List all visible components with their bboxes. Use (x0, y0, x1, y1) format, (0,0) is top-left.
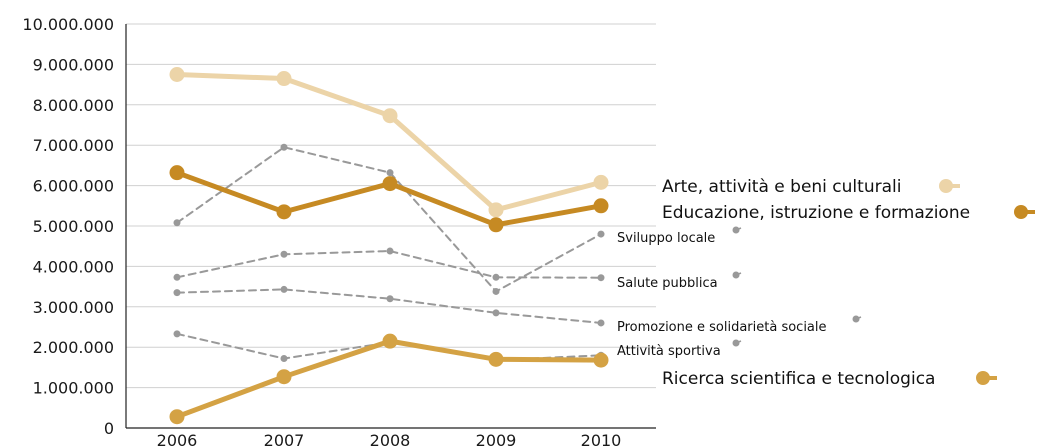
legend-label: Ricerca scientifica e tecnologica (662, 369, 935, 389)
y-tick-label: 4.000.000 (33, 257, 114, 276)
data-point (280, 250, 288, 258)
y-tick-label: 2.000.000 (33, 338, 114, 357)
series-line (176, 250, 602, 279)
y-axis-tick-labels: 0 1.000.000 2.000.000 3.000.000 4.000.000 5.0… (22, 15, 114, 438)
series-4 (173, 285, 605, 327)
data-point (492, 273, 500, 281)
data-point (593, 198, 609, 214)
series-6 (169, 333, 609, 425)
data-point (488, 202, 504, 218)
y-tick-label: 1.000.000 (33, 379, 114, 398)
data-point (593, 352, 609, 368)
legend-marker (976, 371, 997, 385)
data-point (488, 217, 504, 233)
data-point (382, 176, 398, 192)
series-line (174, 338, 604, 420)
legend-marker-dot (732, 339, 740, 347)
x-tick-label: 2006 (157, 431, 198, 448)
series-3 (173, 247, 605, 282)
data-point (280, 355, 288, 363)
x-tick-label: 2008 (370, 431, 411, 448)
legend-marker-dot (852, 315, 860, 323)
y-tick-label: 7.000.000 (33, 136, 114, 155)
data-point (173, 273, 181, 281)
data-point (169, 165, 185, 181)
series-0 (169, 67, 609, 218)
legend-marker (732, 271, 742, 279)
x-tick-label: 2009 (476, 431, 517, 448)
x-tick-label: 2010 (581, 431, 622, 448)
legend-marker-dot (732, 271, 740, 279)
data-point (597, 230, 605, 238)
legend-label: Attività sportiva (617, 344, 721, 359)
y-tick-label: 3.000.000 (33, 298, 114, 317)
data-point (280, 285, 288, 293)
data-point (492, 309, 500, 317)
data-point (173, 219, 181, 227)
data-point (597, 319, 605, 327)
data-point (492, 287, 500, 295)
legend-marker (852, 315, 862, 323)
data-point (276, 369, 292, 385)
legend-marker (732, 226, 742, 234)
data-point (386, 295, 394, 303)
data-point (173, 289, 181, 297)
legend-label: Sviluppo locale (617, 231, 715, 246)
y-tick-label: 10.000.000 (22, 15, 114, 34)
x-tick-label: 2007 (264, 431, 305, 448)
y-tick-label: 9.000.000 (33, 55, 114, 74)
series-1 (169, 165, 609, 233)
legend-marker-dot (976, 371, 990, 385)
legend-marker-dot (939, 179, 953, 193)
y-tick-label: 6.000.000 (33, 177, 114, 196)
y-tick-label: 5.000.000 (33, 217, 114, 236)
legend-marker (939, 179, 960, 193)
legend-label: Promozione e solidarietà sociale (617, 320, 827, 335)
data-point (382, 333, 398, 349)
data-series (169, 67, 609, 425)
series-line (176, 288, 602, 324)
legend-label: Educazione, istruzione e formazione (662, 203, 970, 223)
data-point (276, 71, 292, 87)
legend: Arte, attività e beni culturali Educazion… (617, 177, 1035, 389)
data-point (169, 67, 185, 82)
legend-marker (1014, 205, 1035, 219)
gridlines (126, 23, 656, 389)
data-point (386, 169, 394, 177)
x-axis-tick-labels: 2006 2007 2008 2009 2010 (157, 431, 622, 448)
data-point (276, 204, 292, 220)
legend-marker (732, 339, 742, 347)
legend-marker-dot (1014, 205, 1028, 219)
legend-label: Arte, attività e beni culturali (662, 177, 901, 197)
data-point (386, 247, 394, 255)
data-point (597, 274, 605, 282)
data-point (173, 330, 181, 338)
legend-marker-dot (732, 226, 740, 234)
data-point (280, 143, 288, 151)
series-2 (173, 143, 605, 295)
y-tick-label: 0 (104, 419, 114, 438)
data-point (593, 174, 609, 190)
data-point (488, 351, 504, 367)
y-tick-label: 8.000.000 (33, 96, 114, 115)
legend-label: Salute pubblica (617, 276, 718, 291)
data-point (169, 409, 185, 425)
data-point (382, 108, 398, 124)
